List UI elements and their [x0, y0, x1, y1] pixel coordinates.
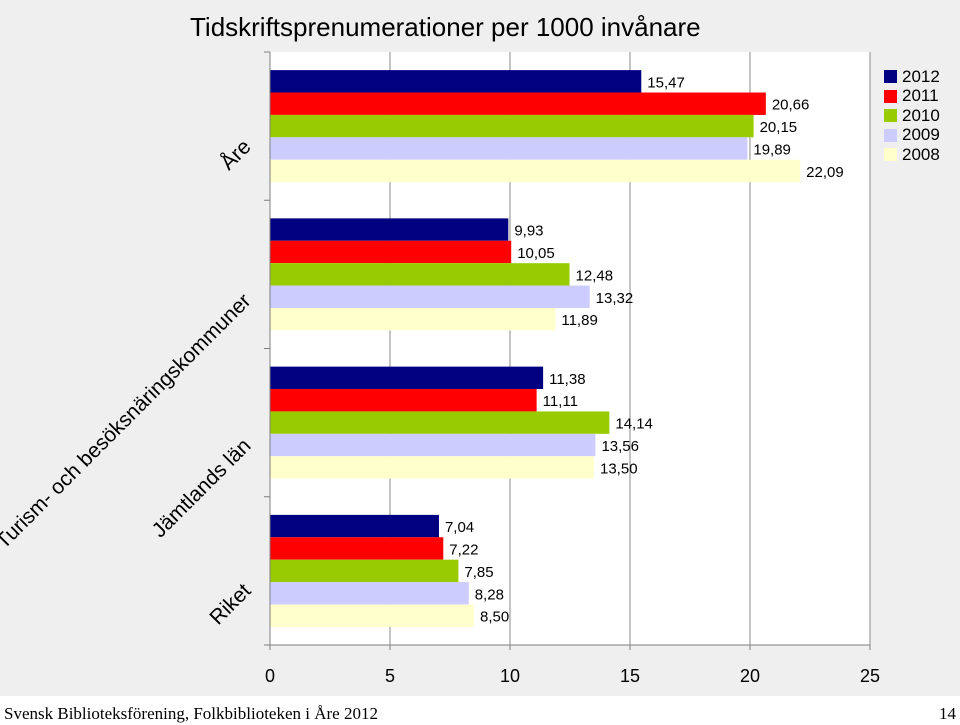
bar-2012: [270, 218, 509, 241]
legend-item-2012: 2012: [884, 67, 940, 87]
x-tick-label: 20: [740, 666, 760, 686]
data-label: 15,47: [647, 74, 685, 91]
category-label: Åre: [216, 135, 255, 174]
legend-label: 2011: [902, 86, 939, 106]
legend-swatch: [884, 148, 897, 162]
bar-2008: [270, 307, 556, 331]
legend-label: 2010: [902, 105, 940, 125]
data-label: 8,50: [480, 609, 509, 626]
bar-2010: [270, 559, 459, 583]
bar-2011: [270, 240, 512, 264]
data-label: 20,15: [760, 119, 798, 136]
bar-2008: [270, 604, 474, 627]
bar-2012: [270, 514, 439, 538]
data-label: 10,05: [517, 245, 555, 262]
legend-swatch: [884, 109, 897, 123]
footer-source: Svensk Biblioteksförening, Folkbibliotek…: [4, 704, 378, 723]
legend-swatch: [884, 128, 897, 142]
x-tick-label: 5: [385, 666, 395, 686]
data-label: 11,89: [561, 312, 597, 329]
bar-2011: [270, 537, 444, 560]
category-label: Jämtlands län: [148, 434, 256, 542]
bar-2009: [270, 582, 469, 605]
data-label: 19,89: [753, 142, 791, 159]
bar-2008: [270, 159, 801, 183]
bar-2011: [270, 92, 766, 115]
data-label: 13,56: [601, 438, 639, 455]
page-number: 14: [939, 704, 956, 723]
legend-swatch: [884, 89, 897, 103]
legend-item-2011: 2011: [884, 86, 940, 107]
bar-2010: [270, 411, 610, 434]
bar-2012: [270, 70, 642, 93]
x-tick-label: 0: [265, 666, 275, 686]
bar-2009: [270, 433, 596, 457]
chart-title: Tidskriftsprenumerationer per 1000 invån…: [190, 12, 701, 42]
data-label: 7,85: [464, 564, 493, 581]
bar-2011: [270, 389, 537, 412]
legend-label: 2012: [902, 66, 940, 86]
bar-2012: [270, 366, 544, 390]
x-tick-label: 15: [620, 666, 640, 686]
data-label: 12,48: [576, 267, 614, 284]
category-label: Turism- och besöksnäringskommuner: [0, 289, 256, 553]
data-label: 20,66: [772, 97, 810, 114]
bar-chart: 15,47 20,66 20,15 19,89 22,09 9,93 10,05 12,48 1…: [0, 51, 880, 686]
legend-swatch: [884, 70, 897, 84]
legend-item-2010: 2010: [884, 106, 940, 126]
category-label: Riket: [205, 579, 255, 629]
legend-label: 2008: [902, 144, 940, 164]
bar-2010: [270, 263, 570, 286]
legend-item-2008: 2008: [884, 145, 940, 165]
data-label: 11,11: [543, 393, 578, 410]
data-label: 8,28: [475, 586, 504, 603]
data-label: 7,04: [445, 519, 474, 536]
bar-2008: [270, 456, 594, 479]
x-tick-label: 10: [500, 666, 520, 686]
legend-item-2009: 2009: [884, 125, 940, 146]
bar-2009: [270, 285, 590, 308]
legend: 2012 2011 2010 2009 2008: [884, 67, 940, 165]
data-label: 13,50: [600, 460, 638, 477]
data-label: 9,93: [514, 223, 543, 240]
data-label: 13,32: [596, 290, 634, 307]
data-label: 7,22: [449, 541, 478, 558]
bar-2009: [270, 137, 748, 160]
data-label: 22,09: [806, 164, 844, 181]
bar-2010: [270, 114, 754, 138]
data-label: 11,38: [549, 371, 585, 388]
data-label: 14,14: [615, 416, 653, 433]
x-tick-label: 25: [860, 666, 880, 686]
legend-label: 2009: [902, 125, 940, 145]
footer: Svensk Biblioteksförening, Folkbibliotek…: [0, 696, 960, 725]
